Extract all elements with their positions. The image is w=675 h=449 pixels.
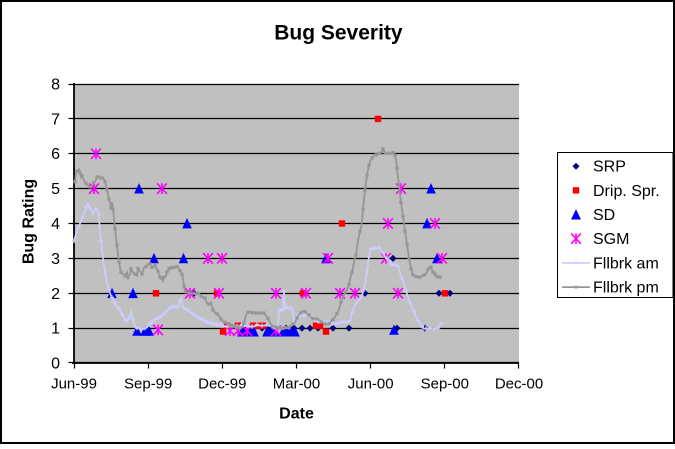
svg-text:Drip. Spr.: Drip. Spr. <box>593 183 660 200</box>
svg-text:Bug Severity: Bug Severity <box>274 22 403 45</box>
svg-text:Jun-00: Jun-00 <box>348 376 394 393</box>
svg-text:4: 4 <box>51 216 60 233</box>
svg-text:Sep-00: Sep-00 <box>421 376 469 393</box>
svg-text:7: 7 <box>51 111 60 128</box>
svg-text:Jun-99: Jun-99 <box>51 376 97 393</box>
svg-text:6: 6 <box>51 146 60 163</box>
svg-text:Dec-00: Dec-00 <box>495 376 543 393</box>
svg-text:0: 0 <box>51 356 60 373</box>
svg-text:3: 3 <box>51 251 60 268</box>
svg-text:SGM: SGM <box>593 231 629 248</box>
svg-text:SD: SD <box>593 207 615 224</box>
svg-text:2: 2 <box>51 286 60 303</box>
svg-text:Mar-00: Mar-00 <box>273 376 321 393</box>
svg-text:5: 5 <box>51 181 60 198</box>
svg-text:Date: Date <box>279 406 314 423</box>
svg-text:1: 1 <box>51 321 60 338</box>
svg-text:Bug Rating: Bug Rating <box>21 179 38 264</box>
svg-text:Fllbrk pm: Fllbrk pm <box>593 280 659 297</box>
svg-text:Fllbrk am: Fllbrk am <box>593 255 659 272</box>
svg-text:Sep-99: Sep-99 <box>124 376 172 393</box>
svg-text:SRP: SRP <box>593 159 626 176</box>
svg-text:Dec-99: Dec-99 <box>198 376 246 393</box>
svg-text:8: 8 <box>51 77 60 94</box>
